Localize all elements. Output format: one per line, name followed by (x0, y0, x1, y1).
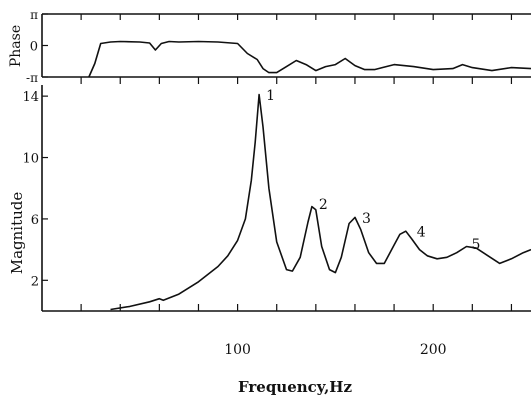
peak-label: 2 (319, 197, 328, 213)
frequency-x-tick-label: 100 (224, 342, 251, 358)
magnitude-panel: 2 6 10 14 100 200 1 2 3 4 5 Magnitude Frequency,… (8, 14, 531, 396)
frequency-axis-label: Frequency,Hz (238, 378, 352, 396)
magnitude-y-tick-label: 10 (22, 152, 39, 167)
frequency-x-tick-label: 200 (420, 342, 447, 358)
magnitude-axis-label: Magnitude (8, 192, 26, 275)
peak-label: 3 (362, 211, 371, 227)
magnitude-y-tick-label: 6 (31, 213, 39, 228)
panel-divider-ticks (80, 14, 513, 84)
peak-label: 1 (266, 88, 275, 104)
peak-label: 4 (417, 225, 426, 241)
peak-label: 5 (471, 237, 480, 253)
phase-axis-label: Phase (8, 25, 24, 67)
phase-y-tick-label: -π (26, 71, 38, 85)
magnitude-y-ticks: 2 6 10 14 (22, 90, 48, 289)
phase-y-ticks: π 0 -π (26, 8, 48, 85)
peak-labels: 1 2 3 4 5 (266, 88, 480, 253)
magnitude-y-tick-label: 14 (22, 90, 39, 105)
frequency-x-ticks: 100 200 (80, 304, 513, 358)
phase-y-tick-label: 0 (30, 40, 38, 55)
phase-y-tick-label: π (30, 8, 38, 22)
phase-curve (88, 40, 531, 78)
magnitude-y-tick-label: 2 (31, 274, 39, 289)
phase-panel: π 0 -π Phase (8, 8, 531, 85)
magnitude-curve (110, 93, 531, 311)
